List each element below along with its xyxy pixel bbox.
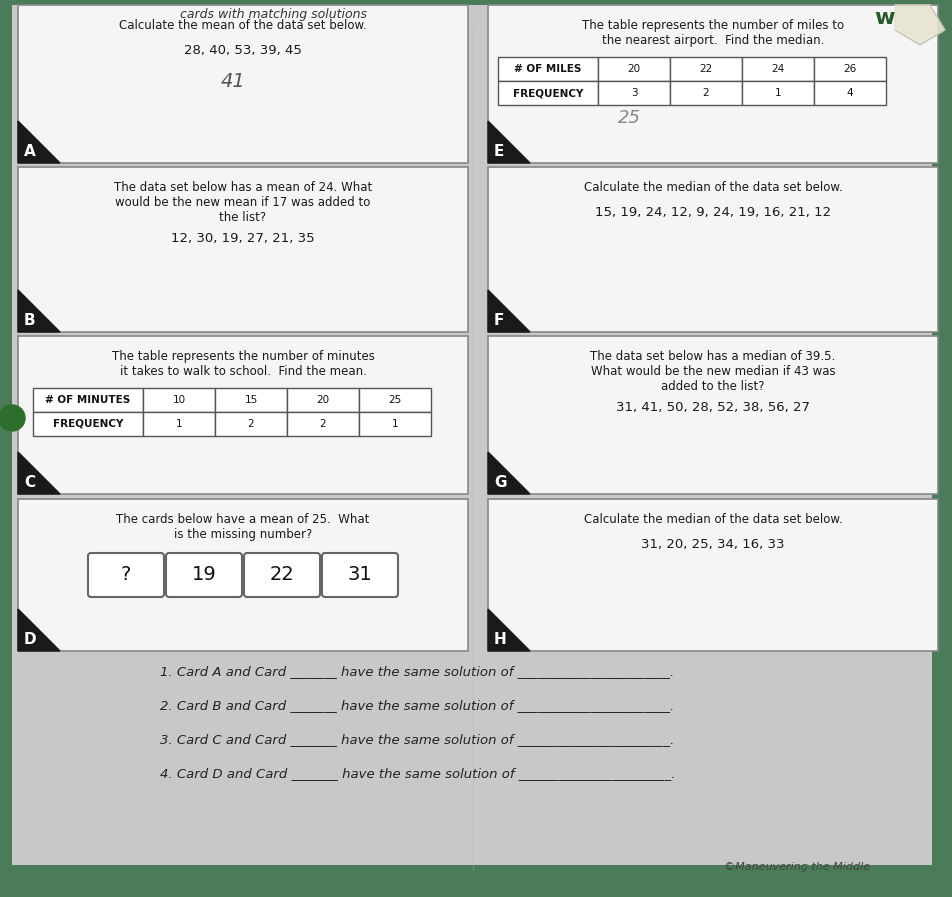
Text: F: F xyxy=(493,313,504,328)
Text: 1: 1 xyxy=(175,419,182,429)
Text: E: E xyxy=(493,144,504,159)
Text: Calculate the median of the data set below.: Calculate the median of the data set bel… xyxy=(583,181,842,194)
Bar xyxy=(742,57,813,81)
Text: B: B xyxy=(24,313,35,328)
Bar xyxy=(143,412,215,436)
Text: H: H xyxy=(493,632,506,647)
Bar xyxy=(287,412,359,436)
Text: 25: 25 xyxy=(617,109,641,127)
Polygon shape xyxy=(18,452,60,494)
Bar xyxy=(215,388,287,412)
Text: 31, 20, 25, 34, 16, 33: 31, 20, 25, 34, 16, 33 xyxy=(641,538,783,551)
Polygon shape xyxy=(18,609,60,651)
Text: 10: 10 xyxy=(172,395,186,405)
Bar xyxy=(498,57,597,81)
Text: FREQUENCY: FREQUENCY xyxy=(52,419,123,429)
Text: 22: 22 xyxy=(269,565,294,585)
Text: ©Maneuvering the Middle: ©Maneuvering the Middle xyxy=(724,862,869,872)
Text: 28, 40, 53, 39, 45: 28, 40, 53, 39, 45 xyxy=(184,44,302,57)
Text: 15: 15 xyxy=(244,395,257,405)
Text: 31: 31 xyxy=(347,565,372,585)
Bar xyxy=(359,412,430,436)
Text: 4: 4 xyxy=(845,88,852,98)
Text: G: G xyxy=(493,475,506,490)
Bar xyxy=(487,336,937,494)
Text: 4. Card D and Card _______ have the same solution of _______________________.: 4. Card D and Card _______ have the same… xyxy=(160,767,675,780)
Bar xyxy=(18,336,467,494)
Text: 2: 2 xyxy=(319,419,326,429)
Text: The data set below has a median of 39.5.
What would be the new median if 43 was
: The data set below has a median of 39.5.… xyxy=(589,350,835,393)
Text: 24: 24 xyxy=(770,64,783,74)
FancyBboxPatch shape xyxy=(244,553,320,597)
Text: 19: 19 xyxy=(191,565,216,585)
Text: 20: 20 xyxy=(626,64,640,74)
Bar xyxy=(669,81,742,105)
Bar xyxy=(359,388,430,412)
Text: 1. Card A and Card _______ have the same solution of _______________________.: 1. Card A and Card _______ have the same… xyxy=(160,665,674,678)
Text: 1: 1 xyxy=(774,88,781,98)
Text: 3: 3 xyxy=(630,88,637,98)
Polygon shape xyxy=(894,5,944,45)
Bar xyxy=(498,81,597,105)
Polygon shape xyxy=(18,290,60,332)
Bar xyxy=(597,57,669,81)
Bar xyxy=(287,388,359,412)
Text: 1: 1 xyxy=(391,419,398,429)
Polygon shape xyxy=(487,609,529,651)
Text: FREQUENCY: FREQUENCY xyxy=(512,88,583,98)
Bar xyxy=(813,81,885,105)
Text: # OF MINUTES: # OF MINUTES xyxy=(46,395,130,405)
Text: A: A xyxy=(24,144,36,159)
Text: 41: 41 xyxy=(221,72,245,91)
Bar xyxy=(487,499,937,651)
Text: # OF MILES: # OF MILES xyxy=(514,64,581,74)
Bar xyxy=(669,57,742,81)
Text: ?: ? xyxy=(121,565,131,585)
Polygon shape xyxy=(18,121,60,163)
Text: C: C xyxy=(24,475,35,490)
Text: 2. Card B and Card _______ have the same solution of _______________________.: 2. Card B and Card _______ have the same… xyxy=(160,699,674,712)
Bar xyxy=(18,499,467,651)
Bar xyxy=(742,81,813,105)
Bar xyxy=(18,5,467,163)
Text: 25: 25 xyxy=(388,395,401,405)
Text: 15, 19, 24, 12, 9, 24, 19, 16, 21, 12: 15, 19, 24, 12, 9, 24, 19, 16, 21, 12 xyxy=(594,206,830,219)
Bar xyxy=(813,57,885,81)
Bar xyxy=(215,412,287,436)
Text: Calculate the median of the data set below.: Calculate the median of the data set bel… xyxy=(583,513,842,526)
Bar xyxy=(18,167,467,332)
FancyBboxPatch shape xyxy=(88,553,164,597)
Text: 31, 41, 50, 28, 52, 38, 56, 27: 31, 41, 50, 28, 52, 38, 56, 27 xyxy=(615,401,809,414)
Text: 26: 26 xyxy=(843,64,856,74)
Text: D: D xyxy=(24,632,36,647)
Text: 2: 2 xyxy=(702,88,708,98)
Polygon shape xyxy=(487,452,529,494)
Polygon shape xyxy=(487,121,529,163)
Text: cards with matching solutions: cards with matching solutions xyxy=(180,8,367,21)
Bar xyxy=(487,167,937,332)
Text: Calculate the mean of the data set below.: Calculate the mean of the data set below… xyxy=(119,19,367,32)
Bar xyxy=(597,81,669,105)
FancyBboxPatch shape xyxy=(166,553,242,597)
Text: 12, 30, 19, 27, 21, 35: 12, 30, 19, 27, 21, 35 xyxy=(171,232,314,245)
Text: The data set below has a mean of 24. What
would be the new mean if 17 was added : The data set below has a mean of 24. Wha… xyxy=(113,181,371,224)
Text: The cards below have a mean of 25.  What
is the missing number?: The cards below have a mean of 25. What … xyxy=(116,513,369,541)
Text: 2: 2 xyxy=(248,419,254,429)
Bar xyxy=(487,5,937,163)
Bar xyxy=(143,388,215,412)
Text: The table represents the number of minutes
it takes to walk to school.  Find the: The table represents the number of minut… xyxy=(111,350,374,378)
Bar xyxy=(33,388,143,412)
Text: 25: 25 xyxy=(690,85,715,104)
Polygon shape xyxy=(487,290,529,332)
Text: 20: 20 xyxy=(316,395,329,405)
Text: w: w xyxy=(874,8,894,28)
Circle shape xyxy=(0,405,25,431)
Text: 22: 22 xyxy=(699,64,712,74)
FancyBboxPatch shape xyxy=(322,553,398,597)
Text: 3. Card C and Card _______ have the same solution of _______________________.: 3. Card C and Card _______ have the same… xyxy=(160,733,674,746)
Text: The table represents the number of miles to
the nearest airport.  Find the media: The table represents the number of miles… xyxy=(582,19,843,47)
Bar xyxy=(33,412,143,436)
